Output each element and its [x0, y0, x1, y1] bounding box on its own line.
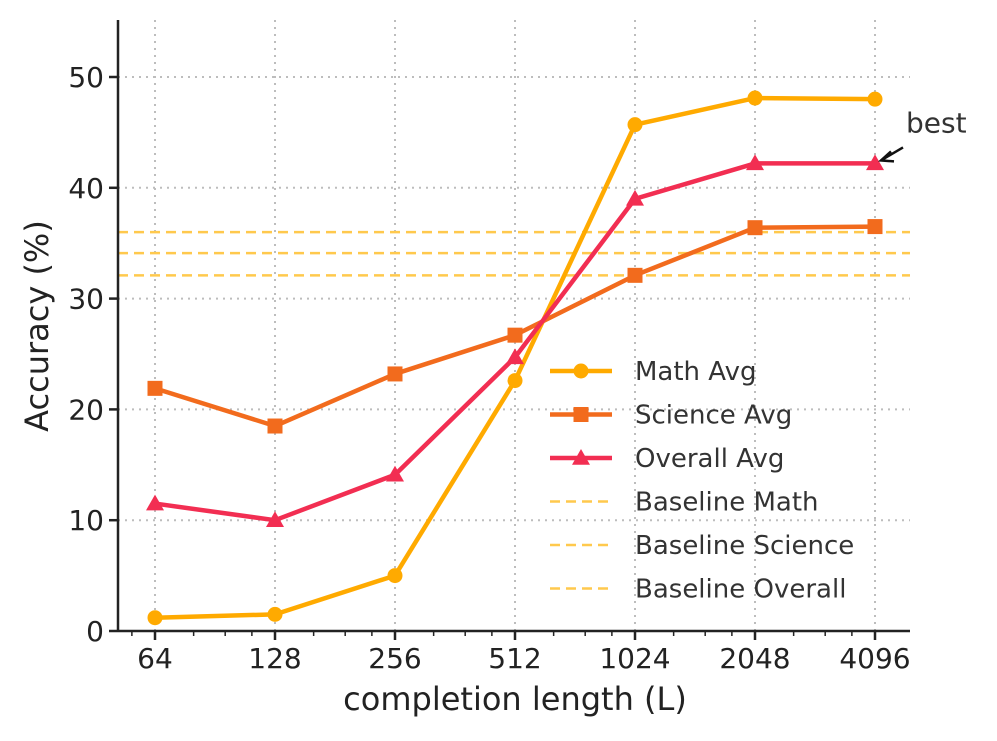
x-tick-label: 4096: [839, 642, 910, 675]
data-point-science-avg: [627, 267, 643, 283]
legend-label-science-avg: Science Avg: [635, 401, 792, 431]
data-point-overall-avg: [506, 348, 524, 365]
data-point-overall-avg: [386, 465, 404, 482]
y-tick-label: 20: [68, 393, 104, 426]
data-point-science-avg: [147, 380, 163, 396]
legend: Math Avg Science Avg Overall Avg Baseline M…: [550, 357, 854, 605]
series-line-science-avg: [152, 224, 878, 429]
data-point-science-avg: [267, 418, 283, 434]
legend-marker-overall-avg: [572, 449, 590, 465]
annotation-label: best: [906, 106, 967, 139]
x-tick-label: 256: [368, 642, 421, 675]
legend-label-baseline-math: Baseline Math: [635, 488, 819, 518]
data-point-overall-avg: [626, 189, 644, 206]
annotation-arrow-head: [877, 150, 895, 163]
data-point-math-avg: [147, 610, 163, 626]
legend-marker-science-avg: [573, 407, 589, 422]
y-tick-label: 0: [86, 615, 104, 648]
series-layer: [146, 90, 884, 626]
data-point-science-avg: [867, 219, 883, 235]
data-point-overall-avg: [146, 494, 164, 511]
y-axis-title: Accuracy (%): [18, 220, 56, 432]
y-tick-label: 40: [68, 172, 104, 205]
data-point-overall-avg: [266, 511, 284, 527]
data-point-math-avg: [747, 90, 763, 106]
legend-marker-math-avg: [573, 363, 589, 379]
y-tick-label: 30: [68, 283, 104, 316]
legend-label-math-avg: Math Avg: [635, 357, 756, 387]
data-point-science-avg: [747, 220, 763, 236]
baseline-layer: [118, 230, 910, 277]
data-point-overall-avg: [866, 154, 884, 171]
legend-label-baseline-science: Baseline Science: [635, 531, 854, 561]
data-point-math-avg: [507, 373, 523, 389]
data-point-math-avg: [267, 606, 283, 622]
x-tick-label: 64: [137, 642, 173, 675]
data-point-overall-avg: [746, 154, 764, 171]
axes-layer: 0 10 20 30 40 50 64 128 256 512 1024 2048 4096 comple…: [18, 20, 911, 718]
data-point-math-avg: [867, 91, 883, 107]
data-point-math-avg: [387, 568, 403, 584]
x-axis-title: completion length (L): [343, 680, 687, 718]
y-tick-label: 10: [68, 504, 104, 537]
data-point-science-avg: [387, 366, 403, 382]
legend-label-baseline-overall: Baseline Overall: [635, 575, 846, 605]
data-point-math-avg: [627, 117, 643, 133]
annotation-layer: best: [877, 106, 967, 163]
legend-label-overall-avg: Overall Avg: [635, 444, 784, 474]
x-tick-label: 2048: [719, 642, 790, 675]
x-tick-label: 512: [488, 642, 541, 675]
y-tick-label: 50: [68, 61, 104, 94]
x-tick-label: 128: [248, 642, 301, 675]
data-point-science-avg: [507, 327, 523, 343]
x-tick-label: 1024: [599, 642, 670, 675]
